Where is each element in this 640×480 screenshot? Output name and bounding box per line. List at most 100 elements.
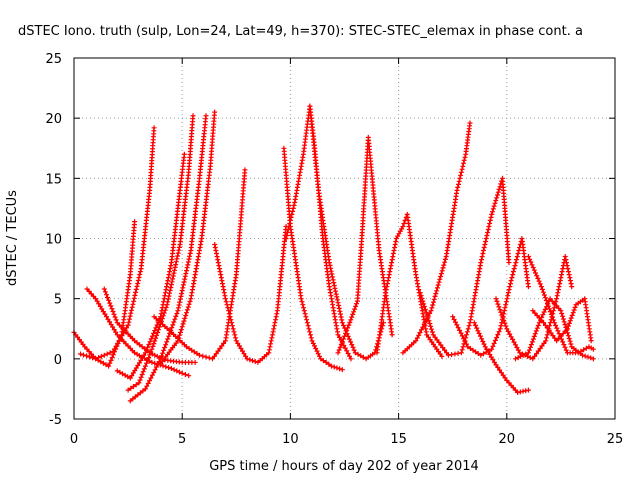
- data-point: [588, 355, 594, 361]
- data-point: [561, 319, 567, 325]
- data-point: [527, 355, 533, 361]
- data-point: [110, 324, 116, 330]
- data-point: [479, 336, 485, 342]
- data-point: [560, 266, 566, 272]
- data-point: [530, 265, 536, 270]
- data-point: [487, 352, 493, 357]
- data-point: [155, 330, 161, 335]
- data-point: [244, 356, 250, 362]
- x-tick-label: 0: [70, 432, 78, 447]
- data-point: [535, 348, 541, 354]
- data-point: [230, 326, 236, 332]
- data-point: [352, 306, 358, 312]
- data-point: [154, 332, 160, 338]
- series-6: [84, 286, 192, 379]
- data-point: [184, 310, 189, 316]
- data-point: [137, 377, 143, 383]
- data-point: [544, 332, 550, 338]
- data-point: [442, 347, 448, 353]
- data-point: [455, 325, 461, 331]
- data-point: [131, 384, 136, 389]
- data-point: [475, 351, 481, 356]
- data-point: [566, 320, 572, 326]
- data-point: [135, 392, 141, 398]
- data-point: [140, 369, 146, 375]
- data-point: [571, 307, 577, 313]
- data-point: [530, 336, 536, 342]
- data-point: [458, 169, 464, 175]
- data-point: [493, 198, 499, 203]
- data-point: [170, 322, 176, 328]
- data-point: [417, 290, 423, 296]
- data-point: [508, 334, 514, 340]
- data-point: [499, 312, 505, 318]
- data-point: [233, 335, 238, 341]
- data-point: [137, 269, 143, 275]
- data-point: [513, 260, 519, 266]
- data-point: [426, 318, 432, 324]
- data-point: [497, 307, 503, 313]
- data-point: [159, 316, 165, 322]
- data-point: [350, 344, 356, 350]
- data-point: [458, 330, 464, 336]
- data-point: [485, 230, 491, 235]
- data-point: [142, 386, 148, 392]
- y-tick-label: 25: [45, 52, 62, 67]
- data-point: [543, 298, 549, 303]
- data-point: [503, 299, 509, 305]
- data-point: [231, 329, 237, 335]
- data-point: [471, 320, 477, 326]
- data-point: [300, 302, 306, 308]
- data-point: [494, 335, 500, 340]
- series-5: [158, 109, 218, 367]
- data-point: [125, 322, 131, 328]
- data-point: [564, 260, 569, 266]
- data-point: [566, 272, 572, 278]
- data-point: [436, 279, 442, 285]
- data-point: [351, 347, 357, 353]
- data-point: [513, 342, 518, 348]
- data-point: [489, 346, 495, 352]
- data-point: [233, 338, 239, 344]
- data-point: [347, 353, 352, 359]
- data-point: [558, 308, 564, 314]
- data-point: [428, 308, 434, 314]
- data-point: [438, 342, 444, 348]
- data-point: [442, 259, 448, 265]
- data-point: [170, 273, 176, 279]
- data-point: [203, 113, 209, 119]
- data-point: [137, 272, 143, 277]
- data-point: [339, 339, 345, 345]
- data-point: [536, 278, 542, 284]
- data-point: [427, 321, 433, 326]
- data-point: [582, 353, 588, 359]
- data-point: [492, 337, 498, 343]
- data-point: [348, 317, 354, 323]
- data-point: [537, 346, 543, 351]
- data-point: [93, 356, 99, 362]
- data-point: [541, 320, 547, 326]
- data-point: [186, 346, 192, 351]
- data-point: [105, 295, 110, 300]
- data-point: [507, 331, 513, 337]
- data-point: [160, 350, 166, 356]
- data-point: [532, 353, 538, 359]
- data-point: [339, 367, 345, 373]
- data-point: [429, 305, 435, 311]
- data-point: [527, 256, 533, 262]
- data-point: [564, 326, 570, 332]
- data-point: [136, 275, 142, 280]
- data-point: [459, 347, 465, 353]
- data-point: [481, 245, 487, 250]
- data-point: [146, 342, 152, 347]
- data-point: [190, 113, 196, 119]
- data-point: [462, 338, 468, 344]
- data-point: [554, 296, 560, 302]
- data-point: [110, 349, 116, 355]
- data-point: [481, 248, 486, 253]
- data-point: [337, 334, 342, 340]
- data-point: [583, 345, 589, 351]
- data-point: [495, 301, 501, 307]
- data-point: [157, 324, 162, 330]
- data-point: [98, 353, 104, 359]
